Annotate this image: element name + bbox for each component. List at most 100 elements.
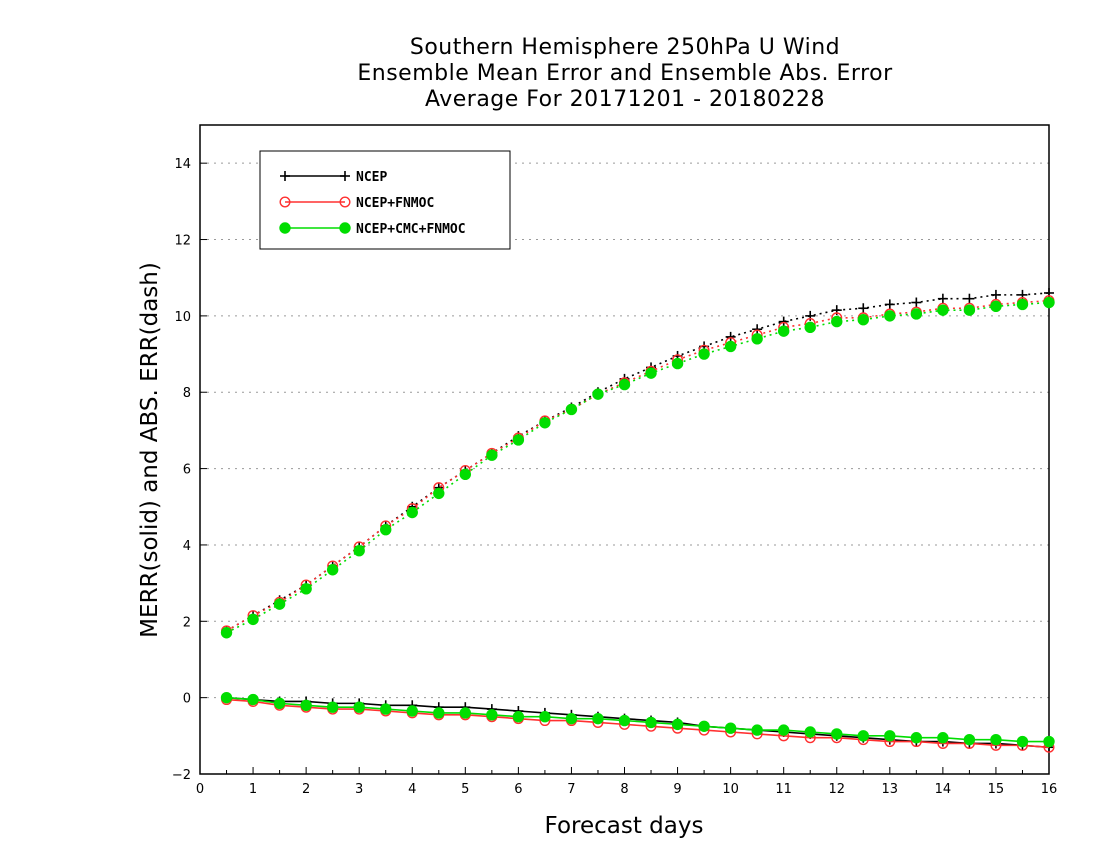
merr-point-ncep-cmc-fnmoc (433, 707, 445, 719)
x-tick-label: 8 (620, 782, 628, 797)
merr-point-ncep-cmc-fnmoc (645, 716, 657, 729)
merr-point-ncep-cmc-fnmoc (937, 732, 949, 744)
abs-err-point-ncep (964, 293, 975, 304)
x-tick-label: 9 (673, 782, 681, 797)
y-tick-label: 4 (183, 539, 191, 554)
series-ncep-fnmoc (221, 295, 1055, 753)
x-tick-label: 14 (935, 782, 952, 797)
x-tick-label: 5 (461, 782, 469, 797)
abs-err-point-ncep-cmc-fnmoc (698, 348, 710, 360)
x-tick-label: 1 (249, 782, 257, 797)
legend-entry-ncep: NCEP (280, 170, 387, 185)
merr-point-ncep-cmc-fnmoc (247, 693, 259, 706)
abs-err-point-ncep-cmc-fnmoc (618, 378, 631, 391)
merr-point-ncep-cmc-fnmoc (565, 712, 578, 725)
x-tick-label: 13 (882, 782, 899, 797)
merr-point-ncep-cmc-fnmoc (512, 711, 525, 723)
merr-point-ncep-cmc-fnmoc (751, 724, 763, 736)
x-tick-label: 3 (355, 782, 363, 797)
chart-title-line-1: Southern Hemisphere 250hPa U Wind (409, 35, 841, 60)
merr-point-ncep-cmc-fnmoc (406, 705, 418, 717)
legend-marker-start (279, 222, 291, 234)
merr-point-ncep-cmc-fnmoc (804, 726, 816, 738)
merr-point-ncep-cmc-fnmoc (353, 701, 365, 713)
abs-err-point-ncep-cmc-fnmoc (990, 300, 1002, 313)
abs-err-point-ncep-cmc-fnmoc (380, 523, 392, 536)
merr-point-ncep-cmc-fnmoc (1043, 735, 1055, 748)
abs-err-point-ncep-cmc-fnmoc (247, 613, 259, 626)
abs-err-point-ncep (911, 297, 922, 308)
merr-point-ncep-cmc-fnmoc (884, 730, 896, 742)
abs-err-point-ncep-cmc-fnmoc (831, 315, 843, 328)
abs-err-point-ncep-cmc-fnmoc (751, 333, 763, 345)
abs-err-point-ncep (858, 303, 869, 314)
merr-point-ncep-cmc-fnmoc (486, 709, 498, 721)
merr-point-ncep-cmc-fnmoc (380, 703, 392, 715)
y-tick-label: 2 (183, 615, 191, 630)
merr-point-ncep-cmc-fnmoc (777, 724, 790, 736)
merr-point-ncep-cmc-fnmoc (459, 707, 472, 719)
merr-point-ncep-cmc-fnmoc (990, 733, 1002, 746)
abs-err-point-ncep-cmc-fnmoc (910, 308, 923, 320)
merr-point-ncep-cmc-fnmoc (831, 728, 843, 740)
abs-err-point-ncep-cmc-fnmoc (353, 544, 365, 557)
x-tick-label: 15 (988, 782, 1005, 797)
x-tick-label: 4 (408, 782, 416, 797)
series-ncep (221, 287, 1054, 753)
merr-point-ncep-cmc-fnmoc (592, 712, 604, 725)
legend-label: NCEP (356, 170, 387, 185)
abs-err-point-ncep-cmc-fnmoc (937, 304, 949, 316)
merr-point-ncep-cmc-fnmoc (671, 718, 684, 731)
abs-err-point-ncep (937, 293, 948, 304)
y-tick-label: 6 (183, 463, 191, 478)
x-tick-label: 7 (567, 782, 575, 797)
abs-err-line-ncep-cmc-fnmoc (226, 301, 1050, 634)
merr-point-ncep-cmc-fnmoc (273, 697, 286, 710)
abs-err-point-ncep-cmc-fnmoc (300, 583, 312, 595)
x-axis-title: Forecast days (545, 813, 704, 839)
y-tick-label: 14 (174, 157, 191, 172)
merr-point-ncep-cmc-fnmoc (618, 714, 631, 727)
abs-err-point-ncep-cmc-fnmoc (1016, 298, 1029, 311)
abs-err-point-ncep-cmc-fnmoc (592, 388, 604, 400)
abs-err-point-ncep-cmc-fnmoc (326, 564, 339, 576)
series-ncep-cmc-fnmoc (220, 296, 1055, 748)
legend-box (259, 150, 511, 250)
y-tick-label: −2 (172, 768, 191, 783)
merr-point-ncep-cmc-fnmoc (724, 722, 737, 734)
abs-err-point-ncep-cmc-fnmoc (963, 304, 976, 316)
legend-label: NCEP+FNMOC (356, 196, 434, 211)
merr-point-ncep-cmc-fnmoc (910, 732, 923, 744)
legend-marker-start (279, 196, 291, 208)
merr-point-ncep-cmc-fnmoc (300, 699, 312, 711)
x-tick-label: 0 (196, 782, 204, 797)
merr-line-ncep (226, 696, 1050, 749)
chart-title-line-2: Ensemble Mean Error and Ensemble Abs. Er… (357, 61, 893, 86)
abs-err-point-ncep-cmc-fnmoc (539, 417, 551, 429)
abs-err-line-ncep (226, 292, 1050, 632)
abs-err-point-ncep-cmc-fnmoc (645, 367, 657, 379)
abs-err-point-ncep (752, 324, 763, 335)
x-tick-label: 10 (722, 782, 739, 797)
abs-err-point-ncep-cmc-fnmoc (804, 321, 816, 334)
abs-err-point-ncep (884, 299, 895, 310)
legend-marker-end (340, 171, 350, 181)
merr-point-ncep-cmc-fnmoc (539, 711, 551, 723)
x-tick-label: 16 (1041, 782, 1058, 797)
y-tick-label: 8 (183, 386, 191, 401)
x-tick-label: 12 (828, 782, 845, 797)
merr-point-ncep-cmc-fnmoc (326, 701, 339, 713)
abs-err-point-ncep-cmc-fnmoc (512, 434, 525, 446)
x-tick-label: 6 (514, 782, 522, 797)
abs-err-point-ncep (778, 316, 789, 327)
merr-point-ncep-cmc-fnmoc (1016, 735, 1029, 748)
grid-layer (200, 162, 1049, 775)
merr-point-ncep-cmc-fnmoc (698, 720, 710, 732)
y-axis-title: MERR(solid) and ABS. ERR(dash) (137, 262, 163, 638)
merr-point-ncep-cmc-fnmoc (963, 733, 976, 746)
abs-err-point-ncep (990, 289, 1001, 300)
abs-err-point-ncep-cmc-fnmoc (1043, 296, 1055, 309)
merr-point-ncep-cmc-fnmoc (220, 691, 233, 704)
